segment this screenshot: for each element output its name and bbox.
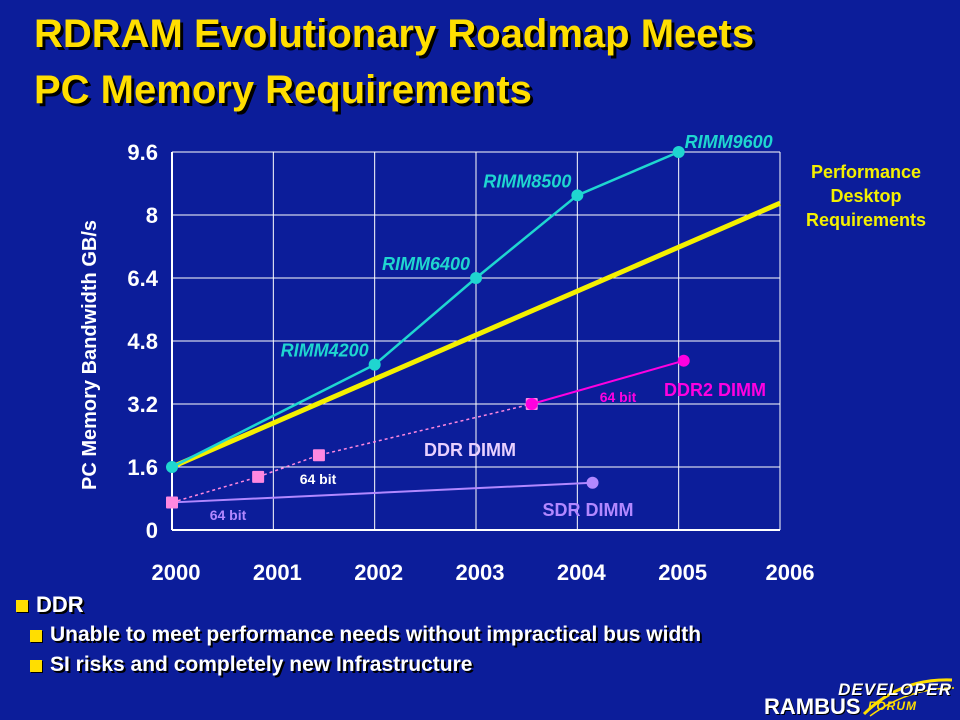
rimm-point-label: RIMM6400 (382, 254, 470, 274)
logo-swoosh-icon (862, 678, 955, 717)
y-tick-label: 9.6 (127, 140, 158, 165)
performance-label-line: Requirements (806, 210, 926, 230)
logo-forum-text: FORUM (868, 699, 917, 713)
sdr-series-label: SDR DIMM (543, 500, 634, 520)
bullet-text: DDR (36, 592, 84, 617)
data-point-rimm (368, 358, 381, 371)
data-point-rimm (166, 461, 178, 473)
bullet-square-icon (30, 630, 42, 642)
data-point-ddr2 (677, 354, 690, 367)
bullet-text: SI risks and completely new Infrastructu… (50, 653, 473, 676)
data-point-rimm (470, 272, 482, 284)
x-tick-label: 2001 (253, 560, 302, 585)
rimm-point-label: RIMM4200 (281, 341, 369, 361)
data-point-ddr2 (525, 398, 538, 410)
y-tick-label: 0 (146, 518, 158, 543)
y-tick-label: 4.8 (127, 329, 158, 354)
series-line-ddr (171, 403, 532, 504)
x-tick-label: 2003 (456, 560, 505, 585)
bullet-list: DDR Unable to meet performance needs wit… (14, 590, 701, 680)
y-tick-label: 1.6 (127, 455, 158, 480)
ddr-bus-width-label: 64 bit (300, 471, 337, 487)
performance-label-line: Desktop (830, 186, 901, 206)
ddr2-bus-width-label: 64 bit (600, 389, 637, 405)
data-point-rimm (571, 189, 584, 202)
x-tick-label: 2004 (557, 560, 607, 585)
x-tick-label: 2002 (354, 560, 403, 585)
data-point-ddr (166, 496, 178, 509)
x-tick-label: 2006 (766, 560, 815, 585)
y-axis-label: PC Memory Bandwidth GB/s (79, 220, 101, 490)
data-point-ddr (252, 470, 265, 483)
bullet-si-risks: SI risks and completely new Infrastructu… (14, 650, 701, 680)
bandwidth-chart: 0 1.6 3.2 4.8 6.4 8 9.6 2000 2001 2002 2003 2004 200… (79, 132, 926, 585)
bullet-ddr: DDR (14, 590, 701, 620)
ddr-series-label: DDR DIMM (424, 440, 516, 460)
series-line-ddr2 (531, 359, 685, 405)
bullet-bus-width: Unable to meet performance needs without… (14, 620, 701, 650)
bullet-text: Unable to meet performance needs without… (50, 623, 702, 646)
logo-brand-text: RAMBUS (764, 694, 861, 719)
series-line-sdr (171, 481, 593, 504)
y-tick-label: 3.2 (127, 392, 158, 417)
data-point-rimm (672, 146, 685, 158)
y-tick-label: 8 (146, 203, 158, 228)
sdr-bus-width-label: 64 bit (210, 507, 247, 523)
rambus-developer-forum-logo: DEVELOPER RAMBUS FORUM (760, 672, 960, 720)
x-tick-label: 2000 (152, 560, 201, 585)
ddr2-series-label: DDR2 DIMM (664, 380, 766, 400)
slide-title: RDRAM Evolutionary Roadmap Meets PC Memo… (34, 6, 754, 118)
x-tick-label: 2005 (658, 560, 707, 585)
y-tick-label: 6.4 (127, 266, 158, 291)
performance-series-label: Performance Desktop Requirements (806, 162, 926, 230)
data-point-ddr (312, 449, 325, 462)
rimm-point-label: RIMM8500 (483, 171, 571, 191)
rimm-point-label: RIMM9600 (685, 132, 773, 152)
performance-label-line: Performance (811, 162, 921, 182)
series-line-rimm (171, 150, 680, 469)
title-line-2: PC Memory Requirements (34, 68, 532, 112)
data-point-sdr (586, 476, 599, 489)
series-line-performance (171, 200, 781, 470)
bullet-square-icon (30, 660, 42, 672)
bullet-square-icon (16, 600, 28, 612)
title-line-1: RDRAM Evolutionary Roadmap Meets (34, 12, 755, 56)
logo-developer-text: DEVELOPER (838, 680, 952, 699)
